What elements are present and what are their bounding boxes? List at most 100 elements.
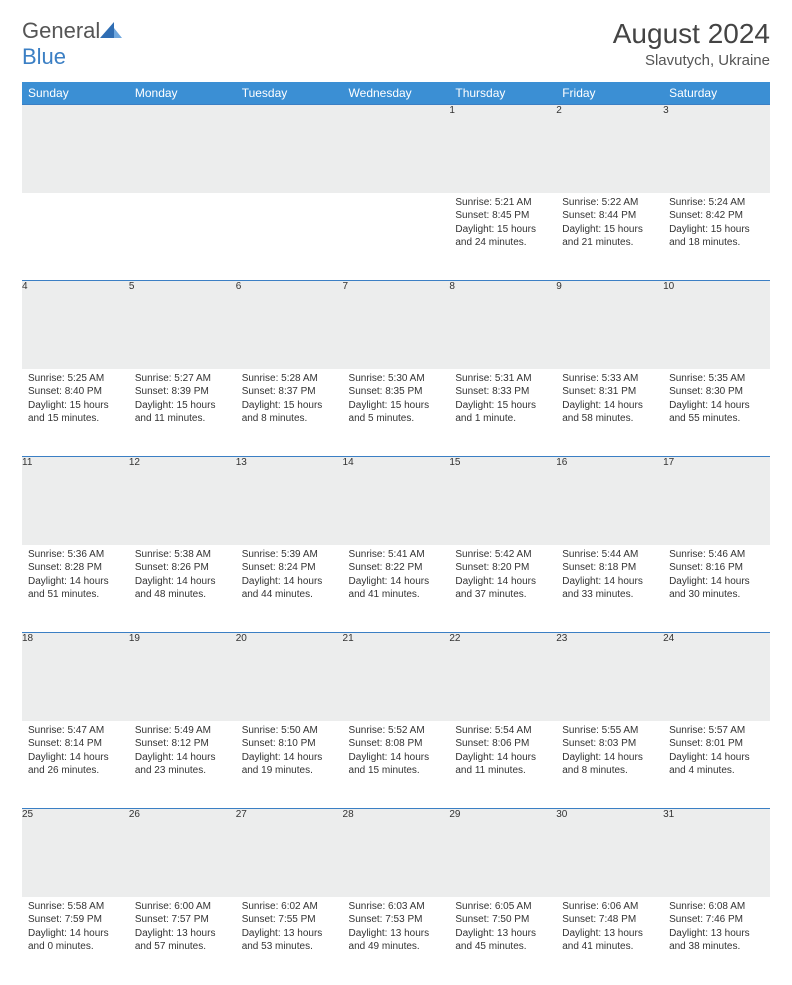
sunset-text: Sunset: 8:40 PM bbox=[28, 385, 123, 399]
day-number-cell: 21 bbox=[343, 633, 450, 721]
daylight-text: Daylight: 15 hours and 18 minutes. bbox=[669, 223, 764, 250]
title-block: August 2024 Slavutych, Ukraine bbox=[613, 18, 770, 69]
day-cell: Sunrise: 6:03 AMSunset: 7:53 PMDaylight:… bbox=[343, 897, 450, 985]
day-cell-body: Sunrise: 5:52 AMSunset: 8:08 PMDaylight:… bbox=[343, 721, 450, 782]
day-cell: Sunrise: 5:42 AMSunset: 8:20 PMDaylight:… bbox=[449, 545, 556, 633]
day-number-cell: 12 bbox=[129, 457, 236, 545]
sunrise-text: Sunrise: 5:27 AM bbox=[135, 372, 230, 386]
day-number-cell: 17 bbox=[663, 457, 770, 545]
sunrise-text: Sunrise: 5:25 AM bbox=[28, 372, 123, 386]
day-cell: Sunrise: 5:50 AMSunset: 8:10 PMDaylight:… bbox=[236, 721, 343, 809]
day-cell-body: Sunrise: 5:28 AMSunset: 8:37 PMDaylight:… bbox=[236, 369, 343, 430]
day-number-cell: 1 bbox=[449, 105, 556, 193]
sunrise-text: Sunrise: 5:42 AM bbox=[455, 548, 550, 562]
sunset-text: Sunset: 8:14 PM bbox=[28, 737, 123, 751]
daylight-text: Daylight: 14 hours and 26 minutes. bbox=[28, 751, 123, 778]
sunrise-text: Sunrise: 6:05 AM bbox=[455, 900, 550, 914]
daynum-row: 11121314151617 bbox=[22, 457, 770, 545]
daynum-row: 18192021222324 bbox=[22, 633, 770, 721]
daylight-text: Daylight: 14 hours and 30 minutes. bbox=[669, 575, 764, 602]
day-number-cell: 9 bbox=[556, 281, 663, 369]
sunset-text: Sunset: 8:22 PM bbox=[349, 561, 444, 575]
weekday-header: Wednesday bbox=[343, 82, 450, 105]
daylight-text: Daylight: 14 hours and 4 minutes. bbox=[669, 751, 764, 778]
day-cell-body: Sunrise: 6:06 AMSunset: 7:48 PMDaylight:… bbox=[556, 897, 663, 958]
sunrise-text: Sunrise: 5:46 AM bbox=[669, 548, 764, 562]
day-number-cell: 5 bbox=[129, 281, 236, 369]
day-cell: Sunrise: 5:38 AMSunset: 8:26 PMDaylight:… bbox=[129, 545, 236, 633]
day-number-cell: 8 bbox=[449, 281, 556, 369]
sunrise-text: Sunrise: 6:06 AM bbox=[562, 900, 657, 914]
day-content-row: Sunrise: 5:25 AMSunset: 8:40 PMDaylight:… bbox=[22, 369, 770, 457]
day-cell: Sunrise: 6:06 AMSunset: 7:48 PMDaylight:… bbox=[556, 897, 663, 985]
day-cell-body: Sunrise: 5:49 AMSunset: 8:12 PMDaylight:… bbox=[129, 721, 236, 782]
day-cell: Sunrise: 5:54 AMSunset: 8:06 PMDaylight:… bbox=[449, 721, 556, 809]
calendar-header: SundayMondayTuesdayWednesdayThursdayFrid… bbox=[22, 82, 770, 105]
day-cell: Sunrise: 5:22 AMSunset: 8:44 PMDaylight:… bbox=[556, 193, 663, 281]
day-cell bbox=[236, 193, 343, 281]
sunrise-text: Sunrise: 5:52 AM bbox=[349, 724, 444, 738]
day-number-cell: 29 bbox=[449, 809, 556, 897]
daylight-text: Daylight: 14 hours and 15 minutes. bbox=[349, 751, 444, 778]
day-cell-body: Sunrise: 5:58 AMSunset: 7:59 PMDaylight:… bbox=[22, 897, 129, 958]
day-cell: Sunrise: 5:49 AMSunset: 8:12 PMDaylight:… bbox=[129, 721, 236, 809]
daylight-text: Daylight: 15 hours and 5 minutes. bbox=[349, 399, 444, 426]
sunset-text: Sunset: 8:37 PM bbox=[242, 385, 337, 399]
day-cell: Sunrise: 5:28 AMSunset: 8:37 PMDaylight:… bbox=[236, 369, 343, 457]
sunset-text: Sunset: 8:24 PM bbox=[242, 561, 337, 575]
day-number-cell: 11 bbox=[22, 457, 129, 545]
daylight-text: Daylight: 13 hours and 53 minutes. bbox=[242, 927, 337, 954]
daylight-text: Daylight: 14 hours and 0 minutes. bbox=[28, 927, 123, 954]
daylight-text: Daylight: 15 hours and 8 minutes. bbox=[242, 399, 337, 426]
logo-triangle-icon bbox=[100, 22, 122, 38]
daylight-text: Daylight: 15 hours and 21 minutes. bbox=[562, 223, 657, 250]
sunset-text: Sunset: 8:03 PM bbox=[562, 737, 657, 751]
daylight-text: Daylight: 13 hours and 41 minutes. bbox=[562, 927, 657, 954]
sunset-text: Sunset: 8:44 PM bbox=[562, 209, 657, 223]
sunset-text: Sunset: 8:10 PM bbox=[242, 737, 337, 751]
daylight-text: Daylight: 15 hours and 1 minute. bbox=[455, 399, 550, 426]
daylight-text: Daylight: 13 hours and 49 minutes. bbox=[349, 927, 444, 954]
day-number-cell: 24 bbox=[663, 633, 770, 721]
sunset-text: Sunset: 8:39 PM bbox=[135, 385, 230, 399]
daylight-text: Daylight: 14 hours and 41 minutes. bbox=[349, 575, 444, 602]
day-number-cell: 30 bbox=[556, 809, 663, 897]
daylight-text: Daylight: 15 hours and 15 minutes. bbox=[28, 399, 123, 426]
day-number-cell bbox=[129, 105, 236, 193]
sunset-text: Sunset: 7:50 PM bbox=[455, 913, 550, 927]
day-number-cell: 26 bbox=[129, 809, 236, 897]
day-number-cell: 23 bbox=[556, 633, 663, 721]
day-number-cell: 2 bbox=[556, 105, 663, 193]
day-cell: Sunrise: 5:31 AMSunset: 8:33 PMDaylight:… bbox=[449, 369, 556, 457]
day-cell-body: Sunrise: 6:05 AMSunset: 7:50 PMDaylight:… bbox=[449, 897, 556, 958]
day-number-cell bbox=[236, 105, 343, 193]
day-cell-body: Sunrise: 5:24 AMSunset: 8:42 PMDaylight:… bbox=[663, 193, 770, 254]
sunset-text: Sunset: 8:26 PM bbox=[135, 561, 230, 575]
daylight-text: Daylight: 14 hours and 58 minutes. bbox=[562, 399, 657, 426]
day-cell: Sunrise: 5:46 AMSunset: 8:16 PMDaylight:… bbox=[663, 545, 770, 633]
day-cell-body: Sunrise: 5:44 AMSunset: 8:18 PMDaylight:… bbox=[556, 545, 663, 606]
day-number-cell bbox=[343, 105, 450, 193]
sunset-text: Sunset: 8:16 PM bbox=[669, 561, 764, 575]
daynum-row: 45678910 bbox=[22, 281, 770, 369]
day-cell-body: Sunrise: 5:25 AMSunset: 8:40 PMDaylight:… bbox=[22, 369, 129, 430]
sunset-text: Sunset: 8:28 PM bbox=[28, 561, 123, 575]
day-cell: Sunrise: 5:41 AMSunset: 8:22 PMDaylight:… bbox=[343, 545, 450, 633]
daylight-text: Daylight: 13 hours and 57 minutes. bbox=[135, 927, 230, 954]
day-number-cell: 22 bbox=[449, 633, 556, 721]
day-cell: Sunrise: 6:05 AMSunset: 7:50 PMDaylight:… bbox=[449, 897, 556, 985]
day-cell: Sunrise: 5:52 AMSunset: 8:08 PMDaylight:… bbox=[343, 721, 450, 809]
sunrise-text: Sunrise: 5:28 AM bbox=[242, 372, 337, 386]
day-cell: Sunrise: 6:08 AMSunset: 7:46 PMDaylight:… bbox=[663, 897, 770, 985]
weekday-header: Thursday bbox=[449, 82, 556, 105]
sunset-text: Sunset: 8:35 PM bbox=[349, 385, 444, 399]
sunrise-text: Sunrise: 5:49 AM bbox=[135, 724, 230, 738]
sunset-text: Sunset: 8:31 PM bbox=[562, 385, 657, 399]
daylight-text: Daylight: 14 hours and 37 minutes. bbox=[455, 575, 550, 602]
day-cell-body: Sunrise: 6:02 AMSunset: 7:55 PMDaylight:… bbox=[236, 897, 343, 958]
day-cell-body: Sunrise: 5:33 AMSunset: 8:31 PMDaylight:… bbox=[556, 369, 663, 430]
sunrise-text: Sunrise: 6:08 AM bbox=[669, 900, 764, 914]
sunset-text: Sunset: 8:12 PM bbox=[135, 737, 230, 751]
day-cell bbox=[22, 193, 129, 281]
day-cell: Sunrise: 5:57 AMSunset: 8:01 PMDaylight:… bbox=[663, 721, 770, 809]
